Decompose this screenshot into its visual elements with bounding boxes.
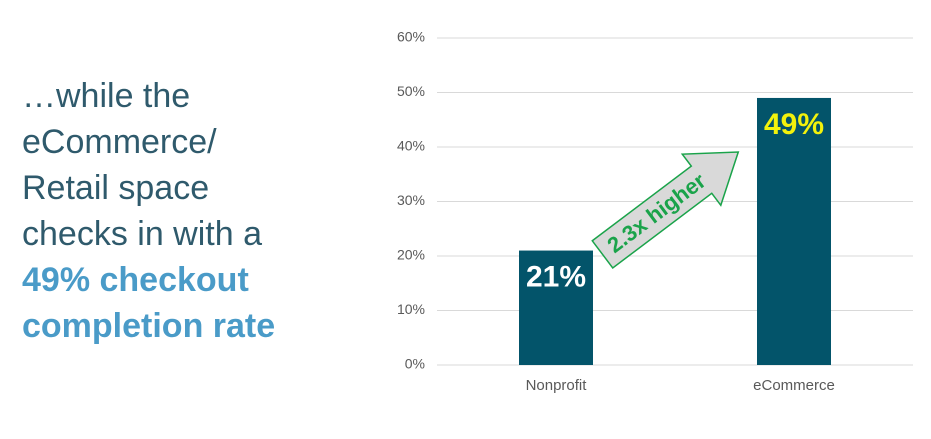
y-tick-label: 40% (397, 138, 425, 154)
y-tick-label: 50% (397, 83, 425, 99)
y-tick-label: 10% (397, 301, 425, 317)
x-tick-label: eCommerce (753, 377, 835, 394)
y-tick-label: 20% (397, 247, 425, 263)
arrow (591, 151, 740, 269)
side-highlight: 49% checkout (22, 261, 249, 299)
arrow-annotation: 2.3x higher (591, 151, 740, 269)
side-text: eCommerce/ (22, 123, 217, 161)
side-text: …while the (22, 77, 190, 115)
value-label: 21% (526, 260, 586, 293)
bar (519, 250, 593, 365)
x-tick-label: Nonprofit (526, 377, 588, 394)
side-highlight: completion rate (22, 307, 275, 345)
side-text: Retail space (22, 169, 209, 207)
bar (757, 97, 831, 365)
annotation: 2.3x higher (602, 168, 710, 258)
value-label: 49% (764, 108, 824, 141)
y-tick-label: 60% (397, 29, 425, 45)
y-tick-label: 0% (405, 356, 425, 372)
side-text: checks in with a (22, 215, 262, 253)
y-tick-label: 30% (397, 192, 425, 208)
